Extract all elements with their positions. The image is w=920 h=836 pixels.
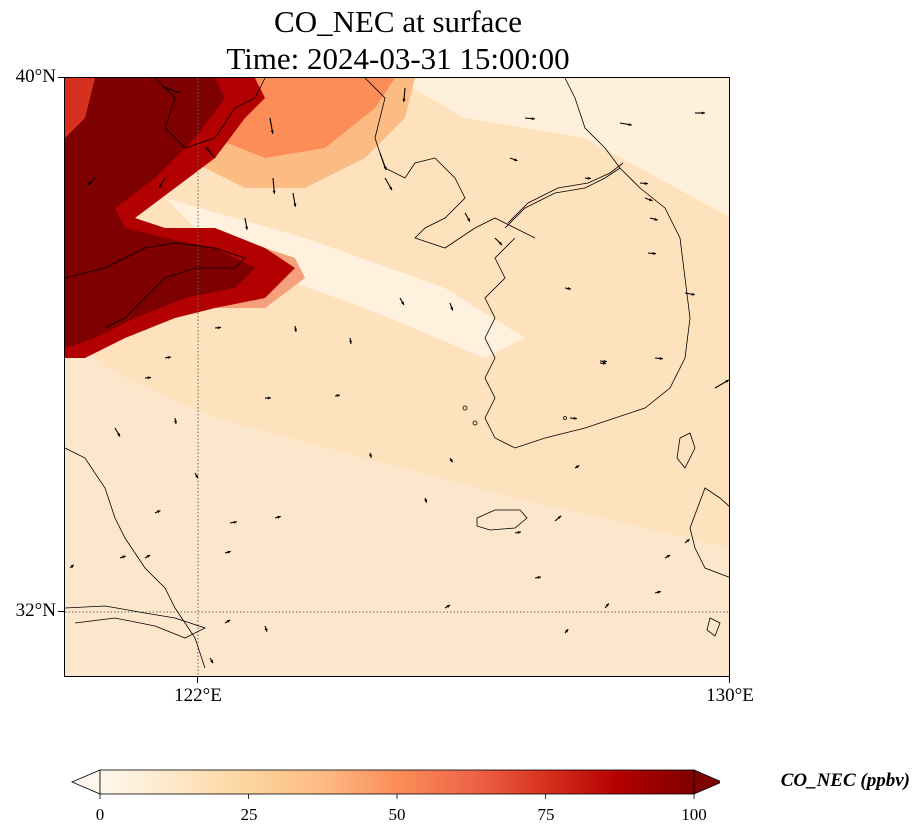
wind-arrow-head <box>163 86 167 90</box>
high-concentration-area <box>65 78 95 138</box>
wind-arrow-head <box>117 433 120 437</box>
wind-arrow-head <box>649 198 653 202</box>
wind-arrow-head <box>628 123 632 127</box>
wind-arrow-head <box>467 218 470 222</box>
lat-label-40: 40°N <box>15 66 56 87</box>
wind-arrow-head <box>567 286 571 290</box>
wind-arrow-head <box>336 394 340 398</box>
wind-arrow-head <box>147 376 151 380</box>
wind-arrow-head <box>122 555 126 559</box>
wind-arrow-head <box>159 184 162 189</box>
colorbar-gradient <box>99 769 695 795</box>
wind-arrow-head <box>70 564 74 568</box>
wind-arrow-head <box>277 515 281 519</box>
lon-label-130: 130°E <box>706 685 754 706</box>
map-canvas <box>65 78 729 676</box>
lon-tick-122 <box>197 677 198 683</box>
colorbar-tick-label: 100 <box>681 805 707 824</box>
wind-arrow-head <box>146 555 151 558</box>
wind-arrow-head <box>666 555 671 558</box>
low-concentration-band <box>65 338 729 676</box>
lat-tick-32 <box>58 611 64 612</box>
colorbar-tick-label: 75 <box>537 805 555 824</box>
wind-arrow-head <box>686 539 690 543</box>
wind-vectors <box>69 86 729 664</box>
wind-arrow-head <box>195 474 198 479</box>
wind-arrow-head <box>206 147 210 151</box>
wind-arrow-head <box>498 241 503 246</box>
map-title: CO_NEC at surface <box>274 4 522 39</box>
wind-arrow-head <box>272 190 276 194</box>
wind-arrow-head <box>573 416 577 420</box>
wind-arrow-head <box>587 176 591 180</box>
wind-arrow-head <box>227 550 231 554</box>
wind-arrow-head <box>654 217 658 221</box>
wind-arrow-head <box>217 326 221 330</box>
wind-arrow-head <box>565 629 569 633</box>
colorbar-tick-label: 0 <box>95 805 105 824</box>
wind-arrow-head <box>424 499 428 503</box>
wind-arrow-head <box>293 328 297 332</box>
wind-arrow-head <box>293 203 297 207</box>
wind-arrow-head <box>389 186 392 191</box>
wind-arrow-head <box>270 130 274 134</box>
colorbar-tick-label: 25 <box>240 805 258 824</box>
wind-arrow-head <box>264 628 268 632</box>
high-concentration-area <box>65 78 255 348</box>
wind-arrow-head <box>603 359 607 363</box>
wind-arrow-head <box>233 520 237 524</box>
coastlines <box>65 78 729 669</box>
wind-arrow-head <box>267 396 271 400</box>
wind-arrow-head <box>226 620 231 623</box>
wind-arrow-head <box>383 166 387 170</box>
lon-label-122: 122°E <box>174 685 222 706</box>
wind-arrow-head <box>156 510 161 514</box>
wind-arrow-head <box>605 603 609 607</box>
wind-arrow-head <box>369 454 372 458</box>
low-concentration-band <box>395 78 729 217</box>
wind-arrow-head <box>87 181 92 186</box>
colorbar-title: CO_NEC (ppbv) <box>780 770 910 791</box>
wind-arrow-head <box>644 181 648 185</box>
wind-arrow-head <box>348 340 352 344</box>
map-area[interactable] <box>64 77 730 677</box>
colorbar-tick-label: 50 <box>388 805 406 824</box>
wind-arrow-head <box>167 356 171 360</box>
map-time: Time: 2024-03-31 15:00:00 <box>226 41 570 76</box>
wind-arrow-head <box>402 98 406 102</box>
wind-arrow-head <box>210 659 213 664</box>
wind-arrow-head <box>701 111 705 115</box>
wind-arrow-head <box>446 605 451 608</box>
wind-arrow-head <box>514 158 518 162</box>
wind-arrow-head <box>659 356 663 360</box>
wind-arrow-head <box>725 380 729 383</box>
wind-arrow-head <box>537 576 541 580</box>
colorbar <box>70 769 720 799</box>
wind-arrow-head <box>173 420 177 424</box>
colorbar-extend-low <box>70 769 101 795</box>
wind-arrow-head <box>401 301 404 305</box>
wind-arrow-head <box>602 361 606 365</box>
lat-tick-40 <box>58 77 64 78</box>
lat-label-32: 32°N <box>15 600 56 621</box>
wind-arrow-head <box>450 307 454 311</box>
wind-arrow-head <box>657 590 661 594</box>
wind-arrow-head <box>245 226 249 230</box>
colorbar-extend-high <box>693 769 720 795</box>
wind-arrow-head <box>652 251 656 255</box>
lon-tick-130 <box>729 677 730 683</box>
wind-arrow-head <box>449 458 453 463</box>
wind-arrow-head <box>557 515 562 520</box>
wind-arrow-head <box>531 117 535 121</box>
wind-arrow-head <box>691 292 695 296</box>
wind-arrow-head <box>575 465 580 469</box>
low-concentration-band <box>165 198 525 358</box>
wind-arrow-head <box>517 531 521 535</box>
